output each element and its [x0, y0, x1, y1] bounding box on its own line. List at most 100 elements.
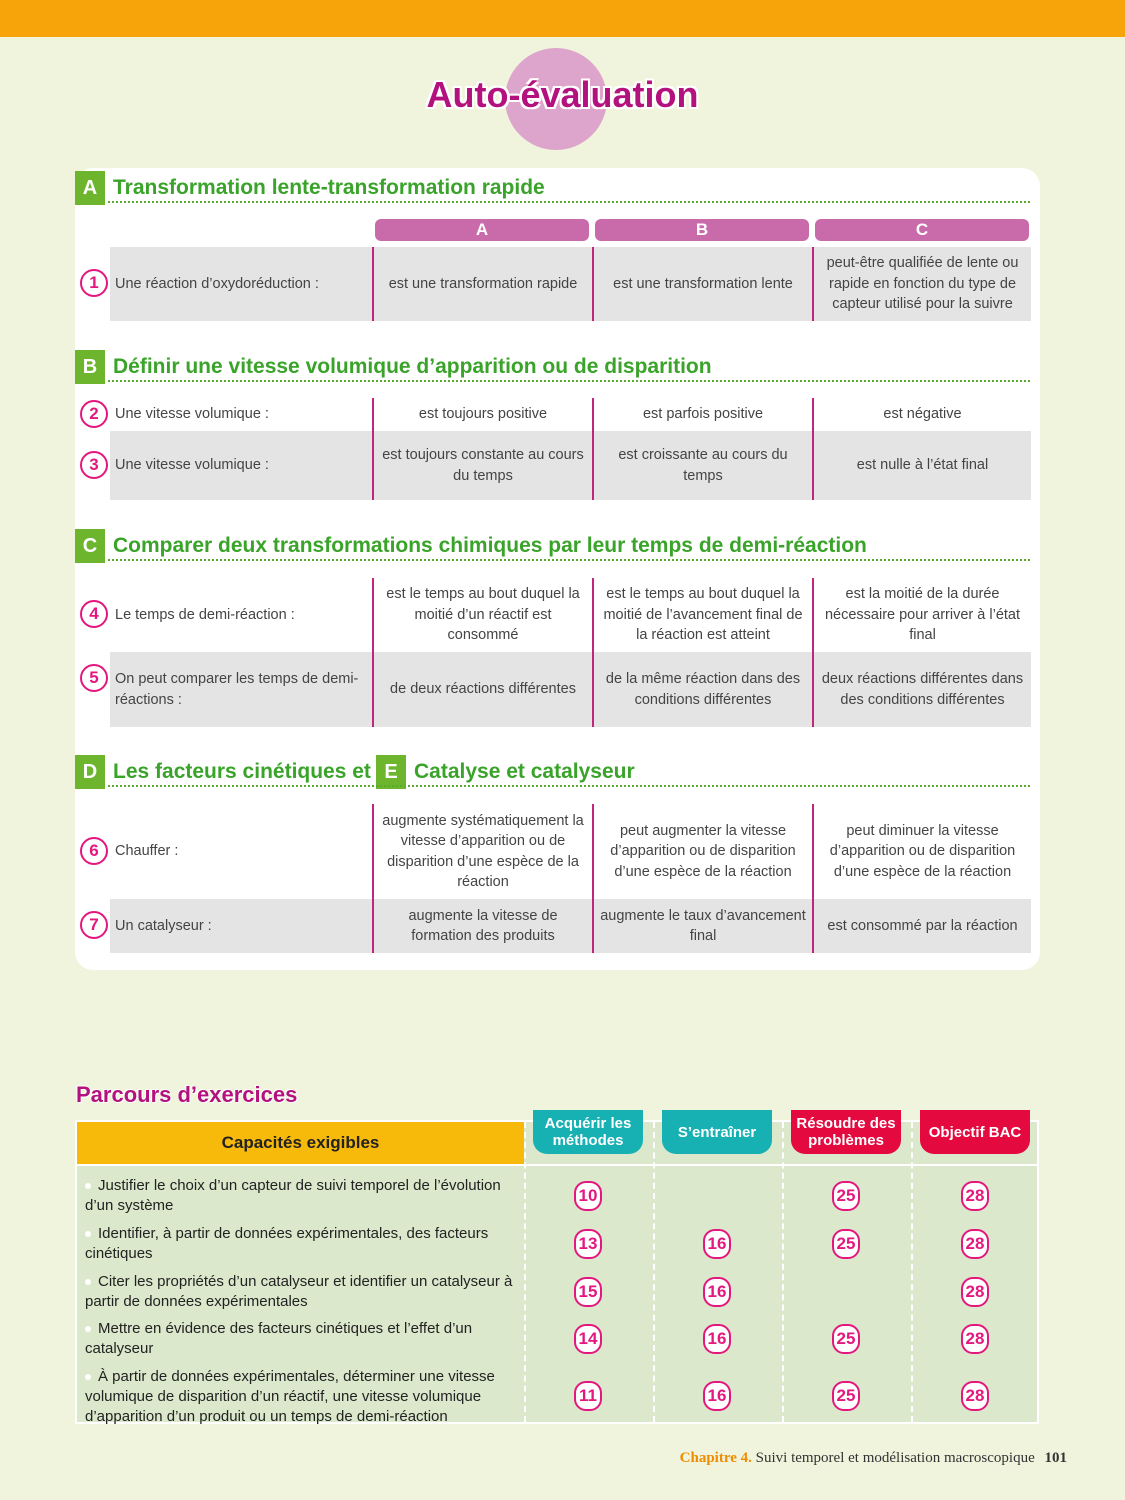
- top-color-bar: [0, 0, 1125, 37]
- section-d-heading: D Les facteurs cinétiques et: [75, 755, 371, 789]
- capacite-label: Identifier, à partir de données expérime…: [85, 1225, 489, 1262]
- answer-c[interactable]: peut-être qualifiée de lente ou rapide e…: [812, 247, 1031, 321]
- column-header-a: A: [375, 219, 589, 241]
- question-number-4: 4: [80, 600, 108, 628]
- exercise-number-badge[interactable]: 14: [574, 1324, 602, 1354]
- capacite-label: À partir de données expérimentales, déte…: [85, 1368, 495, 1425]
- capacite-row: Justifier le choix d’un capteur de suivi…: [77, 1170, 1037, 1218]
- bullet-icon: [85, 1183, 91, 1190]
- exercise-number-badge[interactable]: 25: [832, 1229, 860, 1259]
- answer-a[interactable]: est toujours positive: [372, 398, 592, 431]
- dotted-divider: [108, 380, 1030, 382]
- page-header: Auto-évaluation: [0, 48, 1125, 152]
- capacite-row: Identifier, à partir de données expérime…: [77, 1218, 1037, 1266]
- answer-a[interactable]: augmente la vitesse de formation des pro…: [372, 899, 592, 953]
- question-number-2: 2: [80, 400, 108, 428]
- answer-c[interactable]: deux réactions différentes dans des cond…: [812, 652, 1031, 727]
- question-row-4: Le temps de demi-réaction : est le temps…: [110, 578, 1031, 652]
- tab-sentrainer[interactable]: S’entraîner: [662, 1110, 772, 1154]
- exercise-number-badge[interactable]: 16: [703, 1324, 731, 1354]
- section-letter: A: [75, 171, 105, 205]
- answer-a[interactable]: augmente systématiquement la vitesse d’a…: [372, 804, 592, 899]
- question-number-7: 7: [80, 911, 108, 939]
- chapter-label: Chapitre 4.: [679, 1450, 752, 1466]
- capacite-row: Citer les propriétés d’un catalyseur et …: [77, 1266, 1037, 1314]
- answer-c[interactable]: est nulle à l’état final: [812, 431, 1031, 500]
- exercise-number-badge[interactable]: 25: [832, 1324, 860, 1354]
- question-row-3: Une vitesse volumique : est toujours con…: [110, 431, 1031, 500]
- exercise-number-badge[interactable]: 16: [703, 1277, 731, 1307]
- answer-b[interactable]: peut augmenter la vitesse d’apparition o…: [592, 804, 812, 899]
- exercise-number-badge[interactable]: 28: [961, 1381, 989, 1411]
- column-header-c: C: [815, 219, 1029, 241]
- bullet-icon: [85, 1326, 91, 1333]
- answer-b[interactable]: est le temps au bout duquel la moitié de…: [592, 578, 812, 652]
- capacite-text: Mettre en évidence des facteurs cinétiqu…: [85, 1319, 525, 1359]
- answer-c[interactable]: est négative: [812, 398, 1031, 431]
- section-letter: D: [75, 755, 105, 789]
- exercise-number-badge[interactable]: 28: [961, 1181, 989, 1211]
- question-label: On peut comparer les temps de demi-réact…: [115, 671, 359, 708]
- dotted-divider: [108, 559, 1030, 561]
- capacite-text: Justifier le choix d’un capteur de suivi…: [85, 1176, 525, 1216]
- exercise-number-badge[interactable]: 13: [574, 1229, 602, 1259]
- exercise-number-badge[interactable]: 28: [961, 1277, 989, 1307]
- question-number-5: 5: [80, 664, 108, 692]
- section-a-heading: A Transformation lente-transformation ra…: [75, 171, 545, 205]
- page-title: Auto-évaluation: [426, 74, 699, 115]
- capacite-label: Citer les propriétés d’un catalyseur et …: [85, 1273, 513, 1310]
- exercise-number-badge[interactable]: 28: [961, 1324, 989, 1354]
- column-divider: [911, 1122, 913, 1422]
- section-title: Les facteurs cinétiques et: [113, 760, 371, 783]
- title-circle-decoration: [505, 48, 607, 150]
- section-title: Comparer deux transformations chimiques …: [113, 534, 867, 557]
- section-e-heading: E Catalyse et catalyseur: [376, 755, 635, 789]
- answer-b[interactable]: de la même réaction dans des conditions …: [592, 652, 812, 727]
- answer-a[interactable]: est toujours constante au cours du temps: [372, 431, 592, 500]
- parcours-title: Parcours d’exercices: [76, 1082, 298, 1107]
- page-number: 101: [1044, 1450, 1068, 1466]
- exercise-number-badge[interactable]: 28: [961, 1229, 989, 1259]
- exercise-number-badge[interactable]: 15: [574, 1277, 602, 1307]
- bullet-icon: [85, 1279, 91, 1286]
- answer-b[interactable]: augmente le taux d’avancement final: [592, 899, 812, 953]
- capacites-header: Capacités exigibles: [77, 1122, 524, 1164]
- answer-a[interactable]: est une transformation rapide: [372, 247, 592, 321]
- answer-b[interactable]: est croissante au cours du temps: [592, 431, 812, 500]
- exercise-number-badge[interactable]: 25: [832, 1181, 860, 1211]
- section-b-heading: B Définir une vitesse volumique d’appari…: [75, 350, 712, 384]
- answer-c[interactable]: est consommé par la réaction: [812, 899, 1031, 953]
- answer-b[interactable]: est parfois positive: [592, 398, 812, 431]
- question-number-3: 3: [80, 451, 108, 479]
- tab-acquerir[interactable]: Acquérir les méthodes: [533, 1110, 643, 1154]
- answer-a[interactable]: de deux réactions différentes: [372, 652, 592, 727]
- capacite-text: Citer les propriétés d’un catalyseur et …: [85, 1272, 525, 1312]
- answer-a[interactable]: est le temps au bout duquel la moitié d’…: [372, 578, 592, 652]
- question-row-1: Une réaction d’oxydoréduction : est une …: [110, 247, 1031, 321]
- column-divider: [524, 1122, 526, 1422]
- column-divider: [653, 1122, 655, 1422]
- column-divider: [782, 1122, 784, 1422]
- question-label: Une vitesse volumique :: [115, 406, 269, 423]
- capacite-text: Identifier, à partir de données expérime…: [85, 1224, 525, 1264]
- exercise-number-badge[interactable]: 25: [832, 1381, 860, 1411]
- question-number-1: 1: [80, 269, 108, 297]
- exercise-number-badge[interactable]: 10: [574, 1181, 602, 1211]
- section-letter: E: [376, 755, 406, 789]
- exercise-number-badge[interactable]: 16: [703, 1381, 731, 1411]
- quiz-card: A Transformation lente-transformation ra…: [75, 168, 1040, 970]
- question-row-5: On peut comparer les temps de demi-réact…: [110, 652, 1031, 727]
- answer-c[interactable]: est la moitié de la durée nécessaire pou…: [812, 578, 1031, 652]
- tab-resoudre[interactable]: Résoudre des problèmes: [791, 1110, 901, 1154]
- exercise-number-badge[interactable]: 16: [703, 1229, 731, 1259]
- answer-b[interactable]: est une transformation lente: [592, 247, 812, 321]
- question-label: Un catalyseur :: [115, 917, 212, 934]
- exercise-number-badge[interactable]: 11: [574, 1381, 602, 1411]
- question-label: Une réaction d’oxydoréduction :: [115, 275, 319, 292]
- column-header-b: B: [595, 219, 809, 241]
- tab-objectif-bac[interactable]: Objectif BAC: [920, 1110, 1030, 1154]
- capacite-row: À partir de données expérimentales, déte…: [77, 1361, 1037, 1427]
- answer-c[interactable]: peut diminuer la vitesse d’apparition ou…: [812, 804, 1031, 899]
- section-letter: B: [75, 350, 105, 384]
- section-title: Transformation lente-transformation rapi…: [113, 176, 545, 199]
